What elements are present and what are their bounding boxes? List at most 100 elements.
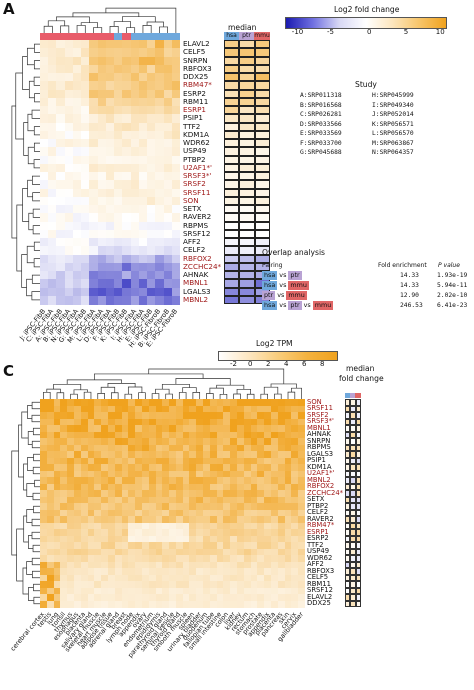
gene-label: PSIP1 — [307, 456, 326, 464]
heatmap-cell — [291, 464, 299, 471]
study-entry: G:SRP045688 — [300, 149, 342, 156]
heatmap-cell — [196, 542, 204, 549]
gene-label: SON — [307, 397, 322, 406]
heatmap-cell — [277, 529, 286, 536]
heatmap-cell — [182, 568, 190, 575]
heatmap-cell — [169, 574, 177, 582]
vs-label: vs — [279, 301, 287, 309]
heatmap-cell — [230, 509, 238, 517]
heatmap-cell — [291, 587, 299, 595]
median-cell — [239, 188, 255, 197]
heatmap-cell — [138, 238, 148, 247]
heatmap-cell — [101, 529, 109, 536]
heatmap-cell — [89, 155, 99, 165]
heatmap-cell — [97, 81, 107, 90]
median-cell — [350, 470, 356, 477]
heatmap-cell — [114, 477, 123, 484]
heatmap-cell — [182, 464, 190, 471]
heatmap-cell — [73, 568, 82, 575]
median-cell — [355, 496, 361, 503]
heatmap-cell — [73, 496, 82, 504]
heatmap-cell — [155, 246, 165, 255]
heatmap-cell — [284, 418, 292, 426]
heatmap-cell — [80, 581, 89, 588]
heatmap-cell — [196, 535, 204, 543]
heatmap-cell — [94, 431, 102, 439]
heatmap-cell — [237, 457, 245, 465]
heatmap-cell — [67, 509, 75, 517]
fold-enrichment-value: 14.33 — [400, 282, 419, 289]
heatmap-cell — [147, 180, 156, 189]
heatmap-cell — [101, 444, 109, 452]
heatmap-cell — [155, 188, 165, 198]
heatmap-cell — [101, 490, 109, 497]
heatmap-cell — [60, 542, 68, 549]
species-tag: ptr — [262, 291, 276, 300]
heatmap-cell — [155, 412, 163, 419]
heatmap-cell — [87, 574, 95, 582]
heatmap-cell — [94, 438, 102, 445]
heatmap-cell — [203, 509, 211, 517]
heatmap-cell — [97, 40, 107, 49]
heatmap-cell — [73, 542, 82, 549]
heatmap-cell — [298, 438, 306, 445]
median-cell — [239, 64, 255, 73]
heatmap-cell — [189, 464, 197, 471]
heatmap-cell — [264, 555, 272, 562]
heatmap-cell — [250, 542, 258, 549]
heatmap-cell — [216, 477, 224, 484]
heatmap-cell — [189, 600, 197, 608]
heatmap-cell — [147, 246, 156, 255]
median-cell — [355, 587, 361, 594]
heatmap-cell — [107, 535, 116, 543]
heatmap-cell — [81, 56, 90, 66]
heatmap-cell — [189, 496, 197, 504]
heatmap-cell — [89, 163, 99, 173]
heatmap-cell — [48, 130, 57, 140]
heatmap-cell — [209, 438, 218, 445]
heatmap-cell — [128, 457, 136, 465]
heatmap-cell — [48, 139, 57, 148]
heatmap-cell — [237, 490, 245, 497]
gene-label: WDR62 — [183, 138, 210, 147]
heatmap-cell — [216, 412, 224, 419]
heatmap-cell — [56, 271, 66, 280]
heatmap-cell — [147, 221, 156, 231]
heatmap-cell — [130, 139, 140, 148]
heatmap-cell — [107, 568, 116, 575]
heatmap-cell — [203, 464, 211, 471]
heatmap-cell — [171, 64, 181, 74]
heatmap-cell — [175, 561, 184, 569]
heatmap-cell — [80, 600, 89, 608]
heatmap-cell — [72, 238, 82, 247]
heatmap-cell — [216, 490, 224, 497]
heatmap-cell — [141, 548, 150, 556]
heatmap-cell — [250, 464, 258, 471]
heatmap-cell — [122, 97, 132, 107]
median-cell — [239, 205, 255, 214]
heatmap-cell — [40, 496, 48, 504]
heatmap-cell — [87, 509, 95, 517]
heatmap-cell — [175, 581, 184, 588]
heatmap-cell — [257, 594, 265, 601]
heatmap-cell — [135, 431, 143, 439]
heatmap-cell — [48, 188, 57, 198]
heatmap-cell — [73, 405, 82, 413]
heatmap-cell — [122, 73, 132, 82]
heatmap-cell — [298, 600, 306, 608]
heatmap-cell — [148, 464, 156, 471]
group-bar-cell — [64, 33, 74, 40]
heatmap-cell — [298, 470, 306, 478]
heatmap-cell — [182, 457, 190, 465]
heatmap-cell — [223, 600, 231, 608]
heatmap-cell — [141, 412, 150, 419]
median-cell — [345, 470, 351, 477]
heatmap-cell — [81, 172, 90, 181]
heatmap-cell — [40, 254, 49, 264]
heatmap-cell — [237, 464, 245, 471]
heatmap-cell — [243, 464, 252, 471]
heatmap-cell — [80, 425, 89, 432]
species-tag: hsa — [262, 271, 278, 280]
heatmap-cell — [209, 470, 218, 478]
heatmap-cell — [147, 238, 156, 247]
